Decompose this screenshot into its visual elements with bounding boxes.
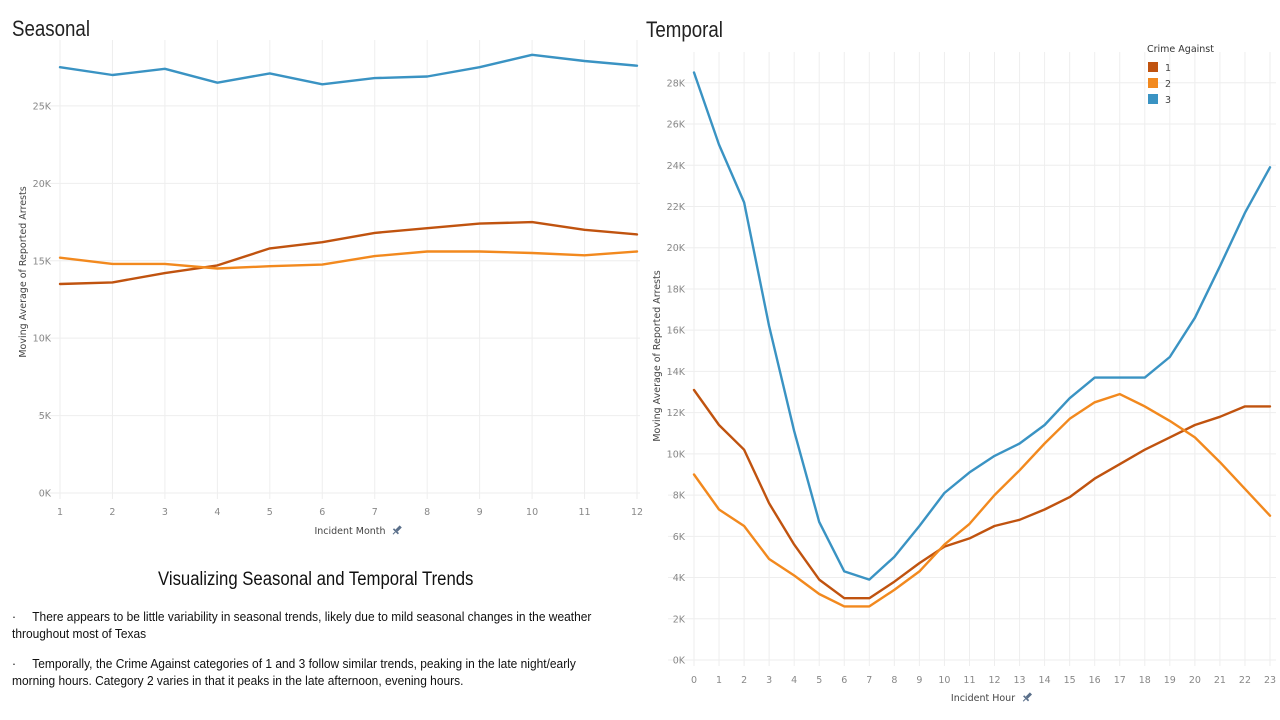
x-tick-label: 17: [1114, 675, 1126, 686]
pin-icon: [1022, 692, 1032, 702]
summary-bullet-text: There appears to be little variability i…: [12, 609, 592, 641]
legend-title: Crime Against: [1147, 44, 1214, 55]
x-tick-label: 4: [791, 675, 797, 686]
x-tick-label: 8: [891, 675, 897, 686]
x-tick-label: 11: [963, 675, 975, 686]
y-tick-label: 18K: [667, 284, 686, 295]
y-tick-label: 26K: [667, 120, 686, 131]
x-tick-label: 18: [1139, 675, 1151, 686]
summary-bullet: · Temporally, the Crime Against categorie…: [12, 655, 601, 689]
y-tick-label: 25K: [33, 101, 52, 112]
x-tick-label: 15: [1064, 675, 1076, 686]
y-tick-label: 4K: [673, 573, 686, 584]
pin-icon-needle: [392, 531, 396, 535]
pin-icon-base: [1023, 695, 1030, 702]
x-tick-label: 16: [1089, 675, 1101, 686]
temporal-y-axis-label: Moving Average of Reported Arrests: [652, 270, 663, 441]
x-tick-label: 0: [691, 675, 697, 686]
y-tick-label: 0K: [673, 656, 686, 667]
x-tick-label: 5: [816, 675, 822, 686]
legend-label-3: 3: [1165, 95, 1171, 106]
x-tick-label: 3: [766, 675, 772, 686]
y-tick-label: 10K: [667, 449, 686, 460]
y-tick-label: 14K: [667, 367, 686, 378]
legend: Crime Against 1 2 3: [1147, 44, 1214, 106]
pin-icon-body: [1025, 692, 1032, 699]
summary-heading: Visualizing Seasonal and Temporal Trends: [158, 569, 474, 590]
seasonal-series-2-line: [58, 250, 639, 270]
y-tick-label: 24K: [667, 161, 686, 172]
x-tick-label: 4: [214, 507, 220, 518]
seasonal-y-axis-label: Moving Average of Reported Arrests: [18, 186, 29, 357]
x-tick-label: 9: [477, 507, 483, 518]
x-tick-label: 19: [1164, 675, 1176, 686]
y-tick-label: 15K: [33, 256, 52, 267]
legend-swatch-2: [1148, 78, 1158, 88]
y-tick-label: 28K: [667, 78, 686, 89]
x-tick-label: 2: [109, 507, 115, 518]
y-tick-label: 20K: [33, 179, 52, 190]
seasonal-chart-title: Seasonal: [12, 16, 90, 41]
x-tick-label: 1: [716, 675, 722, 686]
seasonal-x-axis-label: Incident Month: [314, 526, 385, 537]
pin-icon-needle: [1022, 698, 1026, 702]
x-tick-label: 22: [1239, 675, 1251, 686]
legend-label-2: 2: [1165, 79, 1171, 90]
x-tick-label: 10: [526, 507, 538, 518]
temporal-series-1-line: [692, 388, 1272, 600]
y-tick-label: 6K: [673, 532, 686, 543]
x-tick-label: 7: [866, 675, 872, 686]
pin-icon-base: [392, 528, 399, 535]
y-tick-label: 5K: [39, 411, 52, 422]
temporal-x-axis-label: Incident Hour: [951, 693, 1015, 704]
y-tick-label: 20K: [667, 243, 686, 254]
x-tick-label: 6: [841, 675, 847, 686]
bullet-mark: ·: [12, 609, 16, 624]
seasonal-series-3-line: [58, 53, 639, 86]
x-tick-label: 8: [424, 507, 430, 518]
temporal-series-3-line: [692, 71, 1272, 581]
pin-icon: [392, 525, 402, 535]
legend-swatch-3: [1148, 94, 1158, 104]
x-tick-label: 11: [578, 507, 590, 518]
y-tick-label: 22K: [667, 202, 686, 213]
x-tick-label: 5: [267, 507, 273, 518]
x-tick-label: 14: [1039, 675, 1051, 686]
y-tick-label: 10K: [33, 334, 52, 345]
x-tick-label: 6: [319, 507, 325, 518]
temporal-chart-title: Temporal: [646, 17, 723, 42]
x-tick-label: 13: [1014, 675, 1026, 686]
y-tick-label: 0K: [39, 489, 52, 500]
x-tick-label: 1: [57, 507, 63, 518]
summary-bullet-text: Temporally, the Crime Against categories…: [12, 656, 576, 688]
y-tick-label: 8K: [673, 491, 686, 502]
y-tick-label: 2K: [673, 614, 686, 625]
x-tick-label: 12: [631, 507, 643, 518]
x-tick-label: 7: [372, 507, 378, 518]
y-tick-label: 16K: [667, 326, 686, 337]
x-tick-label: 3: [162, 507, 168, 518]
pin-icon-body: [395, 525, 402, 532]
x-tick-label: 10: [938, 675, 950, 686]
x-tick-label: 20: [1189, 675, 1201, 686]
x-tick-label: 23: [1264, 675, 1276, 686]
y-tick-label: 12K: [667, 408, 686, 419]
temporal-series-2-line: [692, 392, 1272, 608]
temporal-chart: 0K 2K 4K 6K 8K 10K 12K 14K 16K 18K 20K 22K 24K 26K 28K…: [652, 44, 1276, 704]
x-tick-label: 21: [1214, 675, 1226, 686]
x-tick-label: 9: [916, 675, 922, 686]
summary-bullet: · There appears to be little variability …: [12, 608, 601, 642]
legend-label-1: 1: [1165, 63, 1171, 74]
legend-swatch-1: [1148, 62, 1158, 72]
x-tick-label: 12: [988, 675, 1000, 686]
bullet-mark: ·: [12, 656, 16, 671]
x-tick-label: 2: [741, 675, 747, 686]
seasonal-series-1-line: [58, 220, 639, 286]
